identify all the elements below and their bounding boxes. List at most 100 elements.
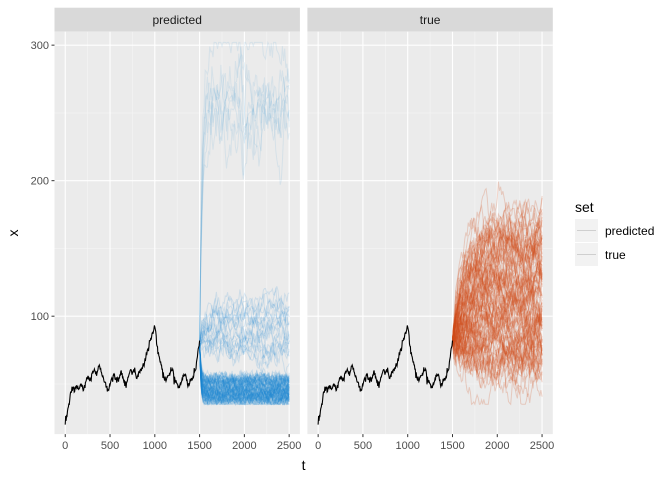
true-path (452, 284, 543, 342)
true-path (452, 197, 543, 341)
true-path (452, 258, 543, 341)
predicted-high-path (199, 331, 290, 373)
grid-predicted (54, 31, 300, 435)
predicted-band-path (199, 343, 290, 395)
predicted-high-path (199, 310, 290, 355)
predicted-high-path (199, 308, 290, 363)
grid-true (307, 31, 553, 435)
predicted-band-path (199, 343, 290, 397)
predicted-high-path (199, 297, 290, 345)
predicted-band-path (199, 343, 290, 389)
true-path (452, 328, 543, 405)
predicted-band-path (199, 343, 290, 406)
strip-label-true: true (420, 13, 441, 27)
true-path (452, 234, 543, 341)
predicted-band-path (199, 343, 290, 393)
y-tick-label: 100 (31, 311, 49, 323)
true-path (452, 227, 543, 341)
predicted-high-path (199, 286, 290, 344)
true-path (452, 203, 543, 342)
true-path (452, 282, 543, 349)
true-path (452, 297, 543, 341)
true-path (452, 306, 543, 370)
true-path (452, 240, 543, 341)
predicted-band-path (199, 343, 290, 405)
true-path (452, 262, 543, 349)
true-path (452, 323, 543, 398)
predicted-band-path (199, 343, 290, 405)
true-path (452, 331, 543, 385)
true-path (452, 260, 543, 345)
predicted-band-path (199, 343, 290, 391)
true-path (452, 224, 543, 341)
predicted-extreme-path (199, 76, 290, 344)
predicted-band-path (199, 343, 290, 406)
true-path (452, 306, 543, 374)
true-path (452, 313, 543, 383)
true-path (452, 199, 543, 341)
y-tick-label: 300 (31, 40, 49, 52)
predicted-band-path (199, 343, 290, 391)
true-path (452, 248, 543, 341)
true-path (452, 245, 543, 341)
predicted-band-path (199, 343, 290, 386)
true-path (452, 320, 543, 389)
true-path (452, 260, 543, 343)
true-path (452, 203, 543, 341)
true-path (452, 225, 543, 341)
true-path (452, 317, 543, 374)
true-path (452, 195, 543, 341)
true-path (452, 282, 543, 360)
predicted-band-path (199, 343, 290, 400)
true-path (452, 238, 543, 353)
true-path (452, 326, 543, 372)
predicted-band-path (199, 343, 290, 401)
predicted-band-path (199, 343, 290, 407)
true-path (452, 293, 543, 359)
legend-label-predicted: predicted (605, 224, 654, 238)
true-path (452, 340, 543, 406)
predicted-high-path (199, 289, 290, 344)
predicted-band-path (199, 343, 290, 390)
true-path (452, 211, 543, 341)
predicted-high-path (199, 309, 290, 344)
predicted-band-path (199, 343, 290, 406)
predicted-extreme-path (199, 40, 290, 344)
predicted-band-path (199, 343, 290, 398)
predicted-band-path (199, 343, 290, 405)
true-path (452, 215, 543, 341)
x-tick-label: 1000 (143, 440, 167, 452)
predicted-band-path (199, 343, 290, 406)
true-path (452, 289, 543, 353)
true-path (452, 267, 543, 341)
predicted-band-path (199, 343, 290, 406)
predicted-band-path (199, 343, 290, 399)
true-path (452, 213, 543, 341)
predicted-band-path (199, 343, 290, 405)
y-axis: 100 200 300 (31, 40, 55, 323)
true-path (452, 320, 543, 373)
predicted-band-path (199, 343, 290, 406)
predicted-band-path (199, 343, 290, 407)
y-axis-title: x (5, 230, 21, 237)
predicted-band-path (199, 343, 290, 388)
predicted-band-path (199, 343, 290, 404)
predicted-band-path (199, 343, 290, 406)
strip-label-predicted: predicted (153, 13, 202, 27)
predicted-band-path (199, 343, 290, 399)
true-path (452, 208, 543, 341)
predicted-band-path (199, 343, 290, 391)
true-path (452, 235, 543, 341)
true-path (452, 315, 543, 382)
predicted-band-path (199, 343, 290, 406)
predicted-band-path (199, 343, 290, 396)
strip-predicted (54, 7, 300, 32)
predicted-band-path (199, 343, 290, 406)
predicted-extreme-path (199, 46, 290, 344)
predicted-band-path (199, 343, 290, 393)
true-path (452, 285, 543, 341)
true-path (452, 322, 543, 397)
true-path (452, 293, 543, 369)
x-tick-label: 2500 (530, 440, 554, 452)
predicted-band-path (199, 343, 290, 404)
